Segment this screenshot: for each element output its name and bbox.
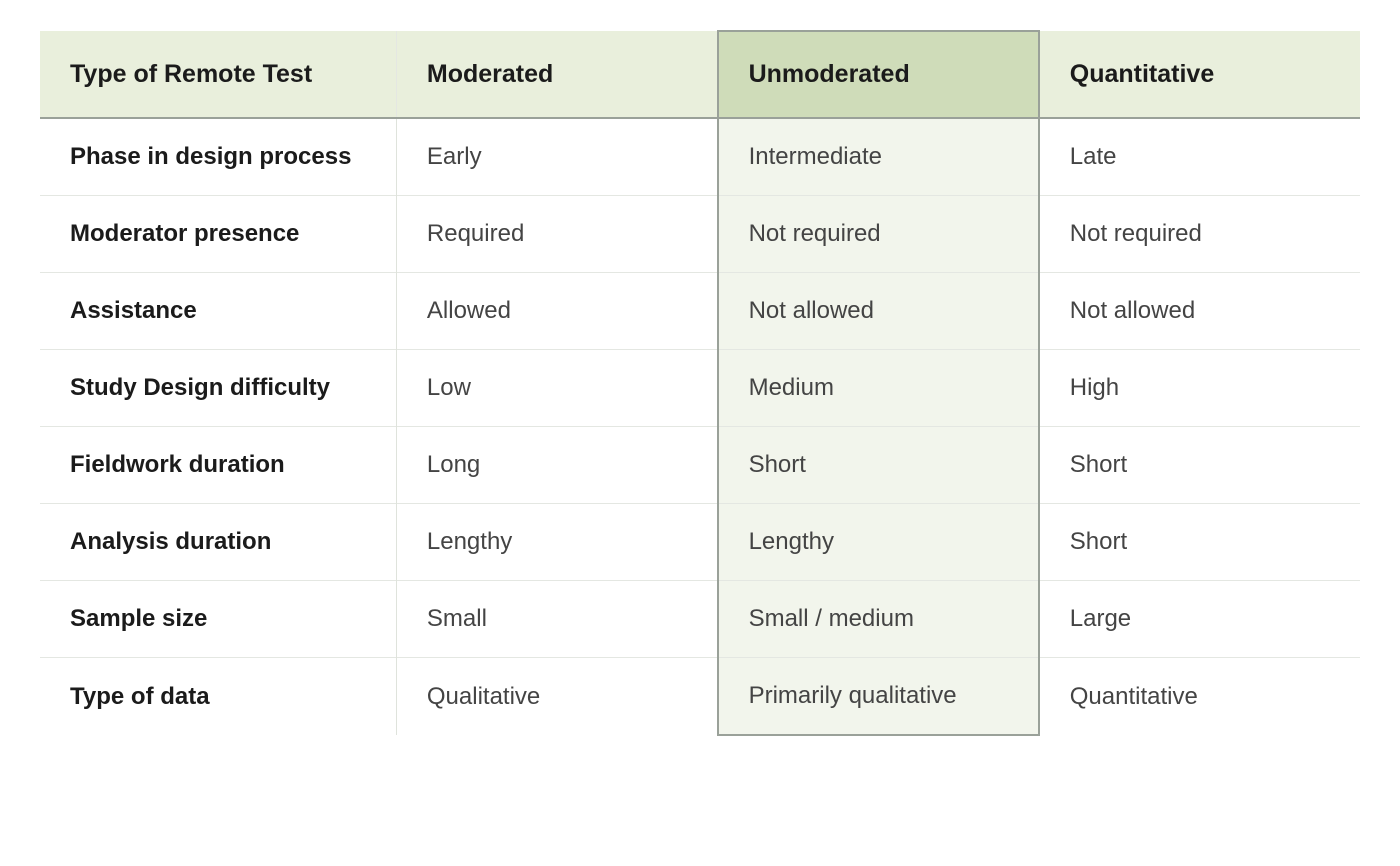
cell-moderated: Required	[396, 196, 717, 273]
row-label-fieldwork-duration: Fieldwork duration	[40, 427, 396, 504]
row-label-phase: Phase in design process	[40, 118, 396, 196]
row-label-analysis-duration: Analysis duration	[40, 504, 396, 581]
cell-unmoderated: Primarily qualitative	[718, 658, 1039, 736]
table-row: Study Design difficulty Low Medium High	[40, 350, 1360, 427]
cell-quantitative: Quantitative	[1039, 658, 1360, 736]
row-label-assistance: Assistance	[40, 273, 396, 350]
cell-unmoderated: Short	[718, 427, 1039, 504]
cell-unmoderated: Medium	[718, 350, 1039, 427]
header-quantitative: Quantitative	[1039, 31, 1360, 118]
row-label-study-design-difficulty: Study Design difficulty	[40, 350, 396, 427]
cell-moderated: Low	[396, 350, 717, 427]
remote-test-comparison-table: Type of Remote Test Moderated Unmoderate…	[40, 30, 1360, 736]
cell-unmoderated: Not required	[718, 196, 1039, 273]
cell-moderated: Allowed	[396, 273, 717, 350]
table-header-row: Type of Remote Test Moderated Unmoderate…	[40, 31, 1360, 118]
cell-unmoderated: Not allowed	[718, 273, 1039, 350]
cell-moderated: Long	[396, 427, 717, 504]
table-row: Sample size Small Small / medium Large	[40, 581, 1360, 658]
table-row: Phase in design process Early Intermedia…	[40, 118, 1360, 196]
cell-unmoderated: Small / medium	[718, 581, 1039, 658]
cell-moderated: Early	[396, 118, 717, 196]
table-row: Moderator presence Required Not required…	[40, 196, 1360, 273]
cell-unmoderated: Lengthy	[718, 504, 1039, 581]
table-row: Fieldwork duration Long Short Short	[40, 427, 1360, 504]
comparison-table: Type of Remote Test Moderated Unmoderate…	[40, 30, 1360, 736]
table-row: Assistance Allowed Not allowed Not allow…	[40, 273, 1360, 350]
cell-quantitative: Short	[1039, 427, 1360, 504]
cell-moderated: Small	[396, 581, 717, 658]
cell-moderated: Lengthy	[396, 504, 717, 581]
cell-quantitative: High	[1039, 350, 1360, 427]
cell-quantitative: Not allowed	[1039, 273, 1360, 350]
row-label-sample-size: Sample size	[40, 581, 396, 658]
table-row: Type of data Qualitative Primarily quali…	[40, 658, 1360, 736]
header-moderated: Moderated	[396, 31, 717, 118]
row-label-moderator-presence: Moderator presence	[40, 196, 396, 273]
row-label-type-of-data: Type of data	[40, 658, 396, 736]
cell-quantitative: Short	[1039, 504, 1360, 581]
table-row: Analysis duration Lengthy Lengthy Short	[40, 504, 1360, 581]
header-type-of-remote-test: Type of Remote Test	[40, 31, 396, 118]
header-unmoderated: Unmoderated	[718, 31, 1039, 118]
cell-quantitative: Not required	[1039, 196, 1360, 273]
cell-quantitative: Large	[1039, 581, 1360, 658]
cell-unmoderated: Intermediate	[718, 118, 1039, 196]
cell-moderated: Qualitative	[396, 658, 717, 736]
cell-quantitative: Late	[1039, 118, 1360, 196]
